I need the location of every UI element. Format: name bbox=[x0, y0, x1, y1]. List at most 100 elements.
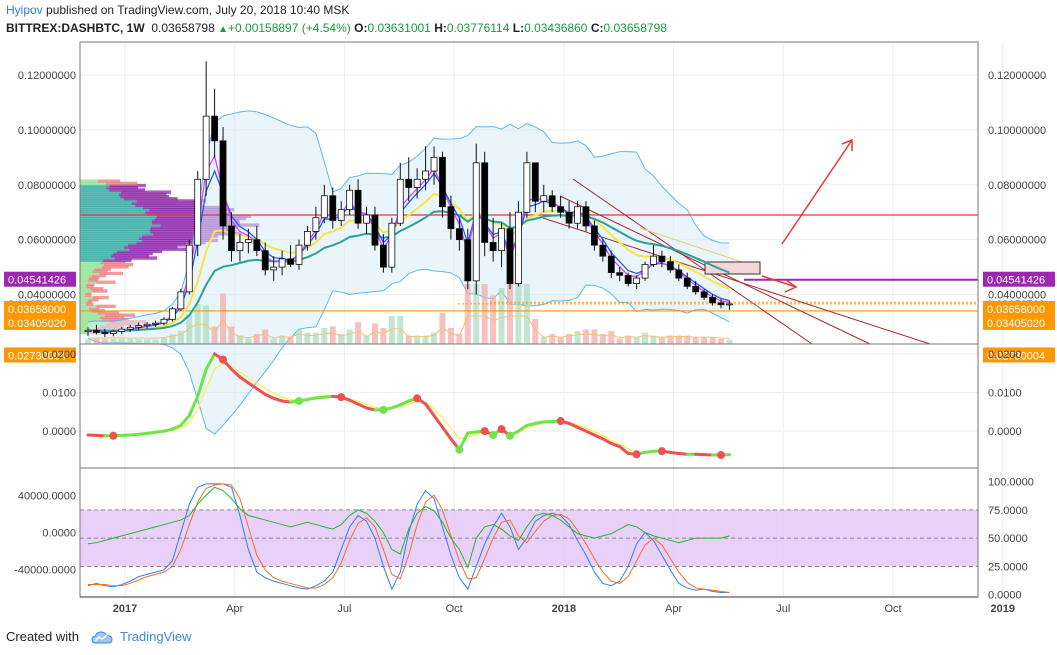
profile-up-bar bbox=[80, 254, 112, 258]
profile-up-bar bbox=[80, 186, 107, 190]
profile-down-bar bbox=[120, 194, 170, 199]
volume-bar bbox=[169, 334, 176, 344]
candle-body bbox=[295, 244, 303, 265]
volume-bar bbox=[177, 330, 184, 344]
candle-body bbox=[270, 266, 278, 271]
osc-cross-dot bbox=[109, 431, 118, 440]
x-tick-label: Jul bbox=[337, 603, 351, 615]
candle-body bbox=[185, 244, 193, 293]
profile-down-bar bbox=[103, 258, 132, 262]
volume-bar bbox=[498, 288, 505, 344]
profile-up-bar bbox=[80, 199, 137, 203]
profile-down-bar bbox=[136, 199, 207, 203]
profile-up-bar bbox=[80, 265, 102, 269]
volume-bar bbox=[270, 338, 277, 344]
ema-blue-line bbox=[87, 169, 730, 333]
profile-down-bar bbox=[144, 210, 225, 214]
volume-bar bbox=[355, 322, 362, 344]
profile-down-bar bbox=[114, 256, 158, 260]
profile-down-bar bbox=[143, 205, 221, 210]
x-tick-label: 2018 bbox=[552, 603, 576, 615]
osc-segment bbox=[229, 367, 242, 379]
price-tag-left bbox=[4, 300, 76, 316]
candle-body bbox=[413, 178, 421, 188]
osc-segment bbox=[187, 394, 200, 418]
candle-body bbox=[84, 329, 92, 333]
close-value: 0.03658798 bbox=[603, 21, 667, 35]
y-tick-left: 0.08000000 bbox=[18, 180, 76, 192]
volume-bar bbox=[363, 335, 370, 344]
profile-up-bar bbox=[80, 302, 87, 306]
symbol-legend: BITTREX:DASHBTC, 1W 0.03658798 ▲+0.00158… bbox=[6, 21, 667, 35]
tradingview-brand[interactable]: TradingView bbox=[120, 629, 192, 644]
publish-text: published on TradingView.com, July 20, 2… bbox=[42, 3, 350, 17]
candle-body bbox=[202, 115, 210, 180]
arrowhead-up-icon bbox=[841, 138, 853, 151]
profile-down-bar bbox=[104, 313, 136, 317]
volume-bar bbox=[658, 337, 665, 344]
chart-canvas[interactable]: 2017 Apr Jul Oct 2018 Apr Jul Oct 2019 0.12000000… bbox=[0, 0, 1057, 625]
profile-up-bar bbox=[80, 284, 87, 289]
y-tick-left: 0.12000000 bbox=[18, 70, 76, 82]
profile-up-bar bbox=[80, 258, 104, 262]
profile-up-bar bbox=[80, 311, 98, 315]
profile-down-bar bbox=[147, 212, 230, 216]
profile-up-bar bbox=[80, 256, 115, 260]
candle-body bbox=[700, 291, 708, 298]
profile-down-bar bbox=[127, 243, 187, 247]
osc-segment bbox=[601, 437, 613, 445]
volume-ma-line bbox=[87, 315, 730, 339]
volume-bar bbox=[481, 284, 488, 344]
candle-body bbox=[278, 258, 286, 268]
price-tag-right-text: 0.04541426 bbox=[987, 275, 1045, 287]
stoch-tick-right: 0.0000 bbox=[988, 590, 1022, 602]
profile-up-bar bbox=[80, 245, 124, 249]
volume-bar bbox=[160, 337, 167, 344]
osc-segment bbox=[398, 399, 411, 407]
candle-body bbox=[93, 329, 100, 333]
profile-down-bar bbox=[90, 287, 104, 291]
profile-down-bar bbox=[88, 278, 99, 282]
y-tick-right: 0.10000000 bbox=[988, 125, 1046, 137]
profile-up-bar bbox=[80, 219, 152, 223]
trendline-yellow bbox=[639, 227, 743, 263]
profile-down-bar bbox=[99, 271, 124, 276]
stoch-tick-left: 40000.0000 bbox=[18, 491, 76, 503]
candle-body bbox=[540, 195, 548, 202]
volume-bar bbox=[464, 284, 471, 344]
low-value: 0.03436860 bbox=[524, 21, 588, 35]
candle-body bbox=[253, 239, 261, 252]
volume-bar bbox=[220, 293, 227, 344]
volume-bar bbox=[709, 337, 716, 344]
close-label: C: bbox=[590, 21, 604, 35]
volume-bar bbox=[296, 329, 302, 344]
candle-body bbox=[337, 209, 345, 221]
candle-body bbox=[379, 244, 387, 268]
profile-down-bar bbox=[128, 247, 189, 251]
profile-up-bar bbox=[80, 238, 143, 243]
candle-body bbox=[101, 332, 109, 334]
profile-down-bar bbox=[120, 190, 172, 194]
profile-down-bar bbox=[94, 267, 112, 271]
candle-body bbox=[557, 206, 565, 213]
profile-down-bar bbox=[118, 192, 167, 197]
volume-bar bbox=[456, 334, 463, 344]
axes: 2017 Apr Jul Oct 2018 Apr Jul Oct 2019 0.12000000… bbox=[4, 70, 1055, 615]
osc-segment bbox=[440, 425, 453, 441]
candle-body bbox=[304, 231, 311, 246]
drawings bbox=[542, 138, 931, 345]
price-tag-left-text: 0.02730004 bbox=[8, 350, 66, 362]
osc-cross-dot bbox=[413, 394, 422, 403]
volume-bar bbox=[692, 337, 699, 344]
candle-body bbox=[211, 115, 219, 142]
profile-down-bar bbox=[98, 179, 121, 183]
author-link[interactable]: Hyipov bbox=[6, 3, 43, 17]
profile-down-bar bbox=[112, 251, 153, 256]
profile-down-bar bbox=[85, 291, 92, 295]
profile-down-bar bbox=[88, 298, 99, 302]
x-tick-label: Oct bbox=[446, 603, 463, 615]
profile-up-bar bbox=[80, 210, 145, 214]
volume-bar bbox=[135, 339, 142, 344]
candle-body bbox=[683, 277, 691, 287]
profile-up-bar bbox=[80, 192, 119, 197]
